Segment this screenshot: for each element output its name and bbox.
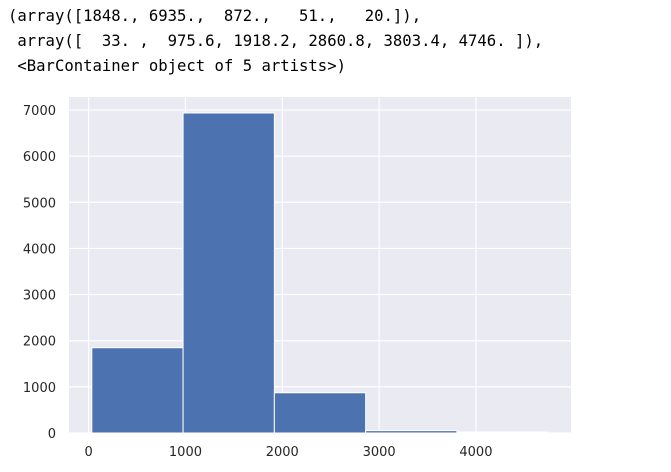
y-tick-label: 3000 (23, 289, 56, 304)
y-tick-label: 6000 (23, 150, 56, 165)
output-line-3: <BarContainer object of 5 artists>) (8, 57, 346, 75)
histogram-bar (91, 347, 184, 434)
output-line-1: (array([1848., 6935., 872., 51., 20.]), (8, 7, 422, 25)
y-tick-label: 0 (48, 427, 56, 442)
y-tick-label: 2000 (23, 335, 56, 350)
x-tick-label: 0 (84, 445, 92, 460)
output-line-2: array([ 33. , 975.6, 1918.2, 2860.8, 380… (8, 32, 544, 50)
y-tick-label: 5000 (23, 196, 56, 211)
x-tick-label: 1000 (169, 445, 202, 460)
histogram-bar (273, 392, 367, 434)
histogram-bar (182, 112, 275, 434)
histogram-bar (365, 430, 458, 434)
x-axis-ticks: 0 1000 2000 3000 4000 (84, 445, 492, 460)
y-axis-ticks: 0 1000 2000 3000 4000 5000 6000 7000 (23, 104, 56, 442)
histogram-bar (456, 431, 549, 434)
x-tick-label: 3000 (363, 445, 396, 460)
console-output: (array([1848., 6935., 872., 51., 20.]), … (8, 4, 543, 79)
histogram-bars (91, 112, 549, 434)
x-tick-label: 4000 (459, 445, 492, 460)
y-tick-label: 7000 (23, 104, 56, 119)
y-tick-label: 4000 (23, 242, 56, 257)
x-tick-label: 2000 (266, 445, 299, 460)
y-tick-label: 1000 (23, 381, 56, 396)
